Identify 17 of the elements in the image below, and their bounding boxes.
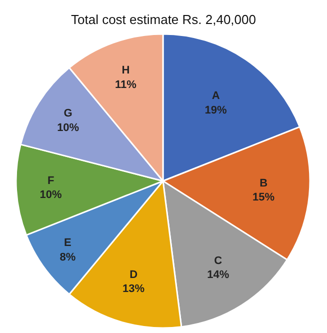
slice-label: G <box>64 108 72 120</box>
slice-label: B <box>260 177 268 190</box>
data-label: 11% <box>114 78 137 91</box>
data-label: 10% <box>57 122 80 134</box>
data-label: 15% <box>252 192 275 204</box>
data-label: 19% <box>204 104 228 116</box>
data-label: 10% <box>40 189 62 202</box>
slice-label: H <box>122 64 130 77</box>
chart-title: Total cost estimate Rs. 2,40,000 <box>71 12 256 28</box>
slice-label: A <box>212 90 220 102</box>
data-label: 8% <box>60 251 76 264</box>
data-label: 14% <box>207 269 230 282</box>
slice-label: F <box>47 174 54 187</box>
data-label: 13% <box>122 283 145 296</box>
slice-label: C <box>214 254 222 267</box>
slice-label: E <box>64 237 72 250</box>
slice-label: D <box>130 268 138 281</box>
